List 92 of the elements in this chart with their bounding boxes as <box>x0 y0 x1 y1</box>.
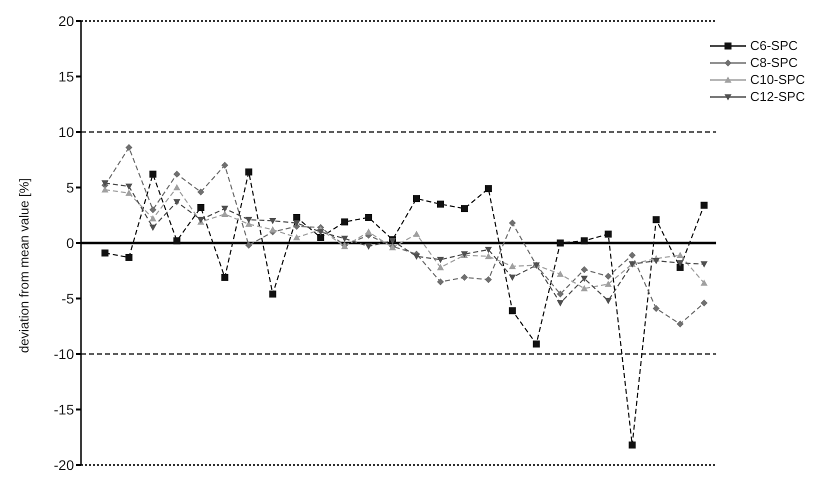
point <box>556 300 564 306</box>
point <box>484 276 492 284</box>
point <box>580 237 588 244</box>
point <box>365 228 372 235</box>
point <box>700 279 708 286</box>
y-tick-label: -15 <box>54 401 74 418</box>
point <box>484 185 492 192</box>
point <box>317 229 324 236</box>
point <box>700 261 708 268</box>
legend-label: C8-SPC <box>750 55 798 70</box>
point <box>436 264 444 270</box>
point <box>197 188 204 196</box>
point <box>269 226 276 232</box>
point <box>556 270 564 277</box>
point <box>149 224 156 231</box>
point <box>460 274 468 281</box>
point <box>245 168 252 176</box>
point <box>436 256 444 264</box>
point <box>700 299 708 306</box>
y-tick-label: 15 <box>58 68 74 84</box>
point <box>125 254 132 261</box>
y-tick-label: 0 <box>66 234 74 251</box>
point <box>149 170 156 178</box>
point <box>149 206 156 214</box>
y-tick-label: 10 <box>58 124 74 140</box>
point <box>245 242 252 249</box>
point <box>580 276 588 282</box>
legend-label: C10-SPC <box>750 72 805 87</box>
y-axis-title: deviation from mean value [%] <box>16 178 32 353</box>
legend-label: C6-SPC <box>750 38 798 53</box>
point <box>173 170 180 178</box>
point <box>125 184 132 190</box>
point <box>221 210 228 217</box>
point <box>508 307 516 314</box>
point <box>245 216 252 224</box>
point <box>676 264 684 271</box>
point <box>676 252 684 258</box>
point <box>628 252 636 259</box>
point <box>436 200 444 208</box>
point <box>556 290 564 298</box>
point <box>365 214 372 221</box>
point <box>700 202 708 209</box>
point <box>365 244 372 250</box>
point <box>101 249 108 256</box>
point <box>101 186 108 193</box>
point <box>676 320 684 328</box>
point <box>652 304 660 312</box>
point <box>221 162 228 169</box>
y-tick-label: -5 <box>62 290 74 306</box>
point <box>197 204 204 211</box>
point <box>676 260 684 266</box>
point <box>269 218 276 224</box>
point <box>580 266 588 274</box>
point <box>221 206 228 212</box>
point <box>173 184 180 190</box>
y-tick-label: -10 <box>54 346 74 362</box>
y-tick-label: -20 <box>54 456 74 473</box>
point <box>317 234 324 241</box>
point <box>484 246 492 254</box>
point <box>341 236 348 242</box>
point <box>413 254 420 260</box>
point <box>413 195 420 202</box>
point <box>652 258 660 264</box>
point <box>293 220 300 227</box>
y-tick-label: 20 <box>58 12 74 29</box>
point <box>484 252 492 260</box>
point <box>580 285 588 292</box>
point <box>460 205 468 212</box>
point <box>173 237 180 244</box>
point <box>125 190 132 196</box>
point <box>293 234 300 240</box>
point <box>628 442 636 449</box>
point <box>508 220 516 227</box>
y-tick-label: 5 <box>66 179 74 196</box>
point <box>508 262 516 270</box>
point <box>604 272 612 280</box>
point <box>341 218 348 226</box>
point <box>556 240 564 246</box>
legend-label: C12-SPC <box>750 89 805 104</box>
point <box>604 230 612 238</box>
point <box>413 230 420 237</box>
point <box>221 274 228 281</box>
point <box>508 274 516 281</box>
point <box>125 144 132 152</box>
point <box>604 280 612 287</box>
point <box>604 298 612 304</box>
point <box>532 340 540 348</box>
point <box>652 216 660 224</box>
point <box>149 215 156 222</box>
point <box>269 290 276 298</box>
point <box>173 199 180 206</box>
point <box>436 278 444 286</box>
